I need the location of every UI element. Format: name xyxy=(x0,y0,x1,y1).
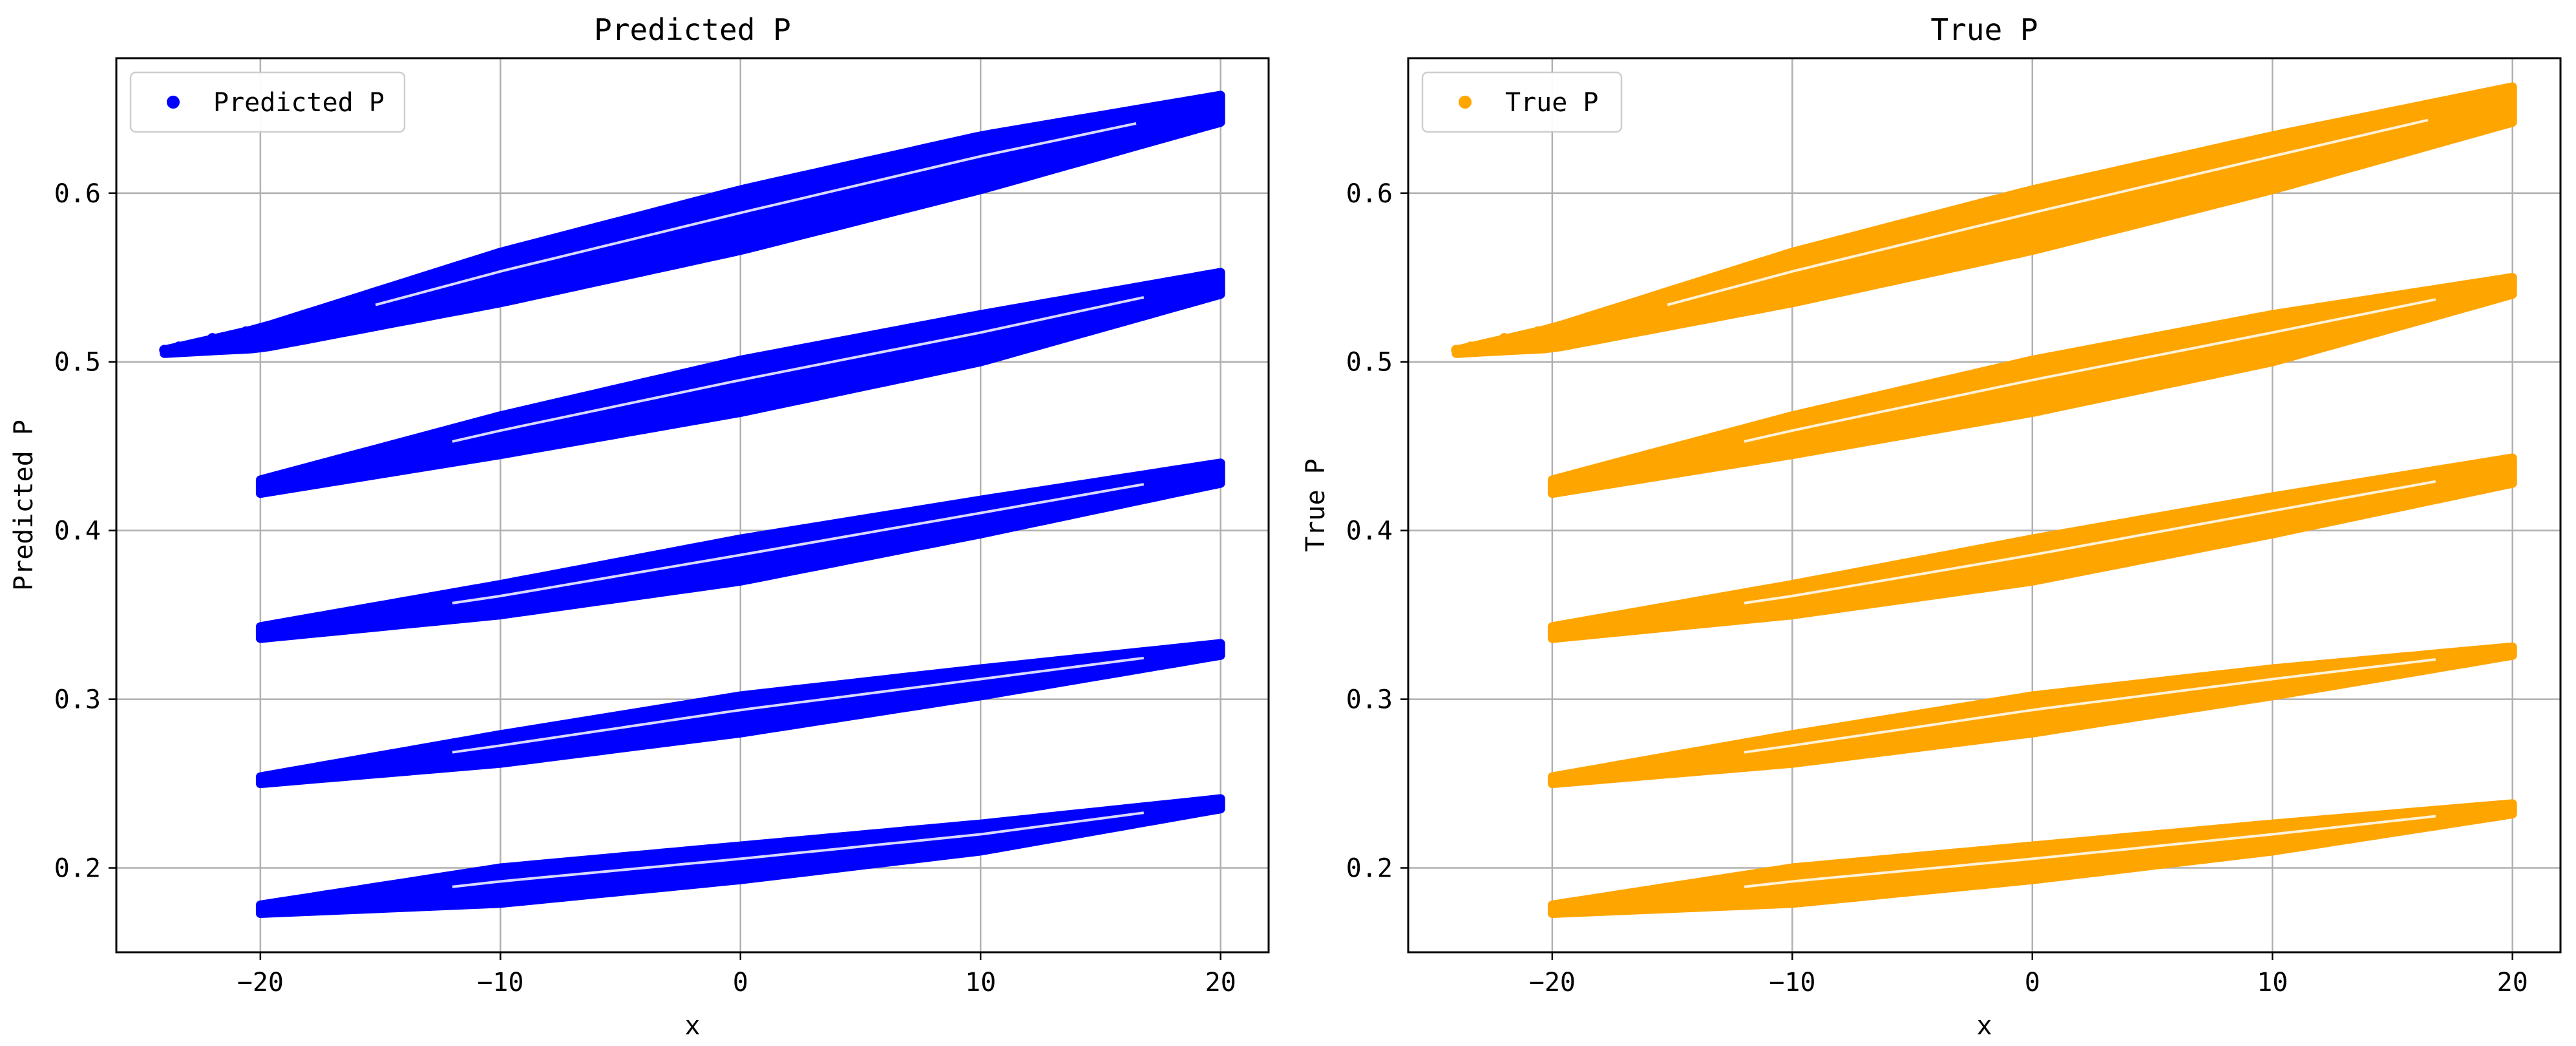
x-tick-label: −10 xyxy=(1769,968,1815,998)
x-tick-label: −20 xyxy=(1529,968,1576,998)
scatter-point xyxy=(1465,341,1476,352)
legend-label: Predicted P xyxy=(213,88,385,118)
legend-marker xyxy=(167,96,180,109)
data-band-gap xyxy=(1744,298,2436,443)
x-tick-label: 20 xyxy=(1205,968,1236,998)
scatter-point xyxy=(159,345,170,356)
y-axis-label: Predicted P xyxy=(9,420,39,591)
legend-label: True P xyxy=(1505,88,1599,118)
data-band-5 xyxy=(255,794,1225,918)
scatter-point xyxy=(1518,336,1529,347)
legend-box xyxy=(129,71,406,133)
scatter-point xyxy=(1499,333,1510,344)
scatter-point xyxy=(1451,345,1462,356)
y-tick-label: 0.2 xyxy=(1346,854,1393,884)
x-tick-label: 0 xyxy=(733,968,748,998)
data-band-gap xyxy=(452,483,1145,604)
y-tick-label: 0.4 xyxy=(1346,517,1393,546)
legend-box xyxy=(1421,71,1623,133)
legend-marker xyxy=(1459,96,1472,109)
y-tick-label: 0.5 xyxy=(54,348,101,378)
y-tick-label: 0.5 xyxy=(1346,348,1393,378)
scatter-point xyxy=(173,341,184,352)
scatter-point xyxy=(1532,326,1543,337)
y-tick-label: 0.4 xyxy=(54,517,101,546)
data-band-3 xyxy=(1547,453,2517,643)
legend: True P xyxy=(1421,71,1623,133)
y-axis-label: True P xyxy=(1301,458,1331,552)
data-band-gap xyxy=(1744,480,2436,604)
y-tick-label: 0.3 xyxy=(1346,685,1393,715)
axes-frame xyxy=(115,57,1270,954)
x-tick-label: −10 xyxy=(477,968,523,998)
scatter-point xyxy=(1484,343,1495,354)
y-tick-label: 0.6 xyxy=(1346,179,1393,209)
data-band-2 xyxy=(255,268,1225,498)
data-band-3 xyxy=(255,458,1225,643)
data-band-gap xyxy=(452,811,1145,888)
chart-title: True P xyxy=(1930,12,2038,47)
x-tick-label: 20 xyxy=(2497,968,2528,998)
y-tick-label: 0.6 xyxy=(54,179,101,209)
data-band-gap xyxy=(375,122,1137,306)
data-band-gap xyxy=(1667,118,2429,306)
left-subplot: −20 −10 0 10 20 0.2 0.3 0.4 0.5 0.6 Predicted P x Pr… xyxy=(9,12,1270,1041)
x-tick-label: 10 xyxy=(2257,968,2288,998)
data-band-gap xyxy=(1744,815,2436,888)
scatter-points-group xyxy=(159,91,1225,918)
scatter-point xyxy=(226,336,237,347)
legend: Predicted P xyxy=(129,71,406,133)
data-band-gap xyxy=(452,656,1145,754)
x-tick-label: 10 xyxy=(965,968,996,998)
scatter-point xyxy=(193,343,204,354)
scatter-point xyxy=(207,333,218,344)
x-tick-label: −20 xyxy=(237,968,284,998)
y-tick-label: 0.2 xyxy=(54,854,101,884)
right-subplot: −20 −10 0 10 20 0.2 0.3 0.4 0.5 0.6 True P x True P T… xyxy=(1301,12,2562,1041)
data-band-1 xyxy=(1452,82,2517,358)
scatter-point xyxy=(240,326,251,337)
data-band-gap xyxy=(1744,658,2436,754)
chart-title: Predicted P xyxy=(594,12,791,47)
x-tick-label: 0 xyxy=(2025,968,2040,998)
data-band-gap xyxy=(452,295,1145,443)
scatter-points-group xyxy=(1451,82,2517,918)
data-band-4 xyxy=(1547,642,2517,789)
x-axis-label: x xyxy=(1976,1011,1992,1041)
axes-frame xyxy=(1407,57,2562,954)
x-axis-label: x xyxy=(684,1011,700,1041)
y-tick-label: 0.3 xyxy=(54,685,101,715)
